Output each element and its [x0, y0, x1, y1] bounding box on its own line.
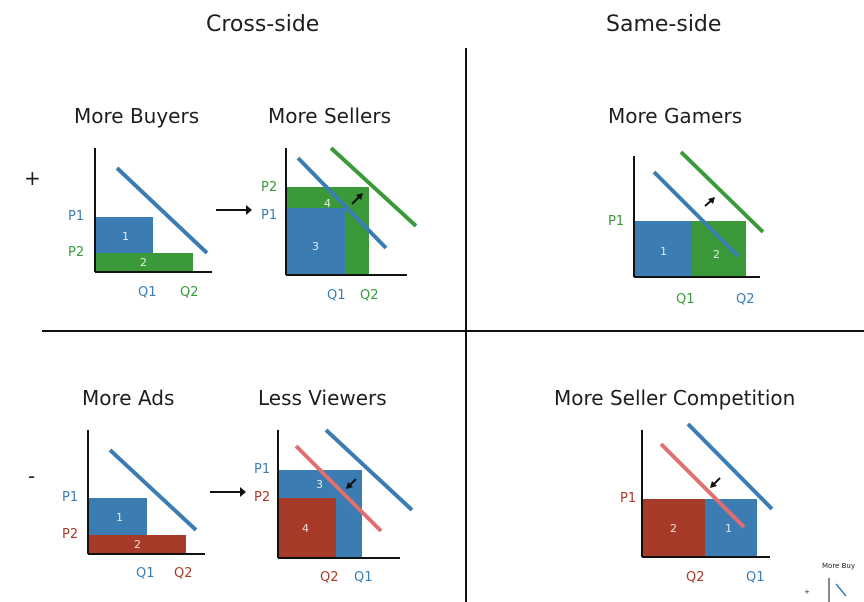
thumbnail-title: More Buy [822, 562, 855, 570]
less-viewers-area-4-label: 4 [302, 522, 309, 535]
area-2 [642, 499, 705, 557]
more-seller-competition-area-1-label: 1 [725, 522, 732, 535]
horizontal-divider [42, 330, 864, 332]
area-1 [705, 499, 757, 557]
area-1 [88, 498, 147, 535]
shift-arrowhead [356, 193, 363, 200]
demand-curve [108, 448, 198, 532]
more-ads-title: More Ads [82, 386, 175, 410]
more-ads-q1-label: Q1 [136, 566, 155, 581]
less-viewers-q1-label: Q1 [354, 570, 373, 585]
demand-curve-1 [324, 428, 414, 512]
more-buyers-title: More Buyers [74, 104, 200, 128]
more-seller-competition-p1-label: P1 [620, 491, 637, 506]
cross-side-title: Cross-side [206, 12, 320, 37]
more-buyers-p1-label: P1 [68, 209, 85, 224]
more-seller-competition-q2-label: Q2 [686, 570, 705, 585]
area-3 [286, 208, 345, 275]
more-ads-q2-label: Q2 [174, 566, 193, 581]
area-2 [692, 221, 746, 277]
thumbnail-sign: + [804, 588, 810, 596]
transition-arrow-positive [216, 205, 252, 215]
more-sellers-title: More Sellers [268, 104, 391, 128]
more-seller-competition-q1-label: Q1 [746, 570, 765, 585]
more-buyers-p2-label: P2 [68, 245, 85, 260]
area-2 [95, 253, 193, 272]
demand-curve-1 [686, 422, 774, 511]
more-ads-area-2-label: 2 [134, 538, 141, 551]
shift-arrowhead [346, 482, 353, 489]
more-sellers-p2-label: P2 [261, 180, 278, 195]
less-viewers-p2-label: P2 [254, 490, 271, 505]
area-1 [95, 217, 153, 253]
more-ads-p1-label: P1 [62, 490, 79, 505]
demand-curve [115, 166, 209, 255]
area-1 [634, 221, 692, 277]
demand-curve-1 [652, 170, 740, 258]
less-viewers-title: Less Viewers [258, 386, 387, 410]
more-buyers-area-1-label: 1 [122, 230, 129, 243]
vertical-divider [465, 48, 467, 602]
more-gamers-area-2-label: 2 [713, 248, 720, 261]
more-sellers-p1-label: P1 [261, 208, 278, 223]
more-gamers-area-1-label: 1 [660, 245, 667, 258]
shift-arrowhead [710, 481, 717, 488]
more-sellers-area-3-label: 3 [312, 240, 319, 253]
more-sellers-q1-label: Q1 [327, 288, 346, 303]
more-seller-competition-area-2-label: 2 [670, 522, 677, 535]
more-buyers-q2-label: Q2 [180, 285, 199, 300]
demand-curve-2 [659, 442, 746, 529]
more-sellers-area-4-label: 4 [324, 197, 331, 210]
more-seller-competition-title: More Seller Competition [554, 386, 796, 410]
less-viewers-q2-label: Q2 [320, 570, 339, 585]
negative-row-sign: - [28, 464, 36, 488]
more-ads-p2-label: P2 [62, 527, 79, 542]
area-2 [88, 535, 186, 554]
demand-curve-2 [679, 150, 765, 234]
transition-arrow-negative [210, 487, 246, 497]
more-buyers-area-2-label: 2 [140, 256, 147, 269]
more-sellers-q2-label: Q2 [360, 288, 379, 303]
more-buyers-q1-label: Q1 [138, 285, 157, 300]
more-gamers-q1-label: Q1 [676, 292, 695, 307]
same-side-title: Same-side [606, 12, 722, 37]
less-viewers-area-3-label: 3 [316, 478, 323, 491]
more-gamers-q2-label: Q2 [736, 292, 755, 307]
shift-arrowhead [708, 197, 715, 204]
demand-curve-2 [294, 444, 383, 533]
more-gamers-title: More Gamers [608, 104, 743, 128]
demand-curve-1 [296, 156, 388, 250]
more-ads-area-1-label: 1 [116, 511, 123, 524]
more-gamers-p1-label: P1 [608, 214, 625, 229]
demand-curve-2 [329, 146, 418, 228]
positive-row-sign: + [24, 166, 41, 190]
area-4 [278, 498, 336, 558]
less-viewers-p1-label: P1 [254, 462, 271, 477]
